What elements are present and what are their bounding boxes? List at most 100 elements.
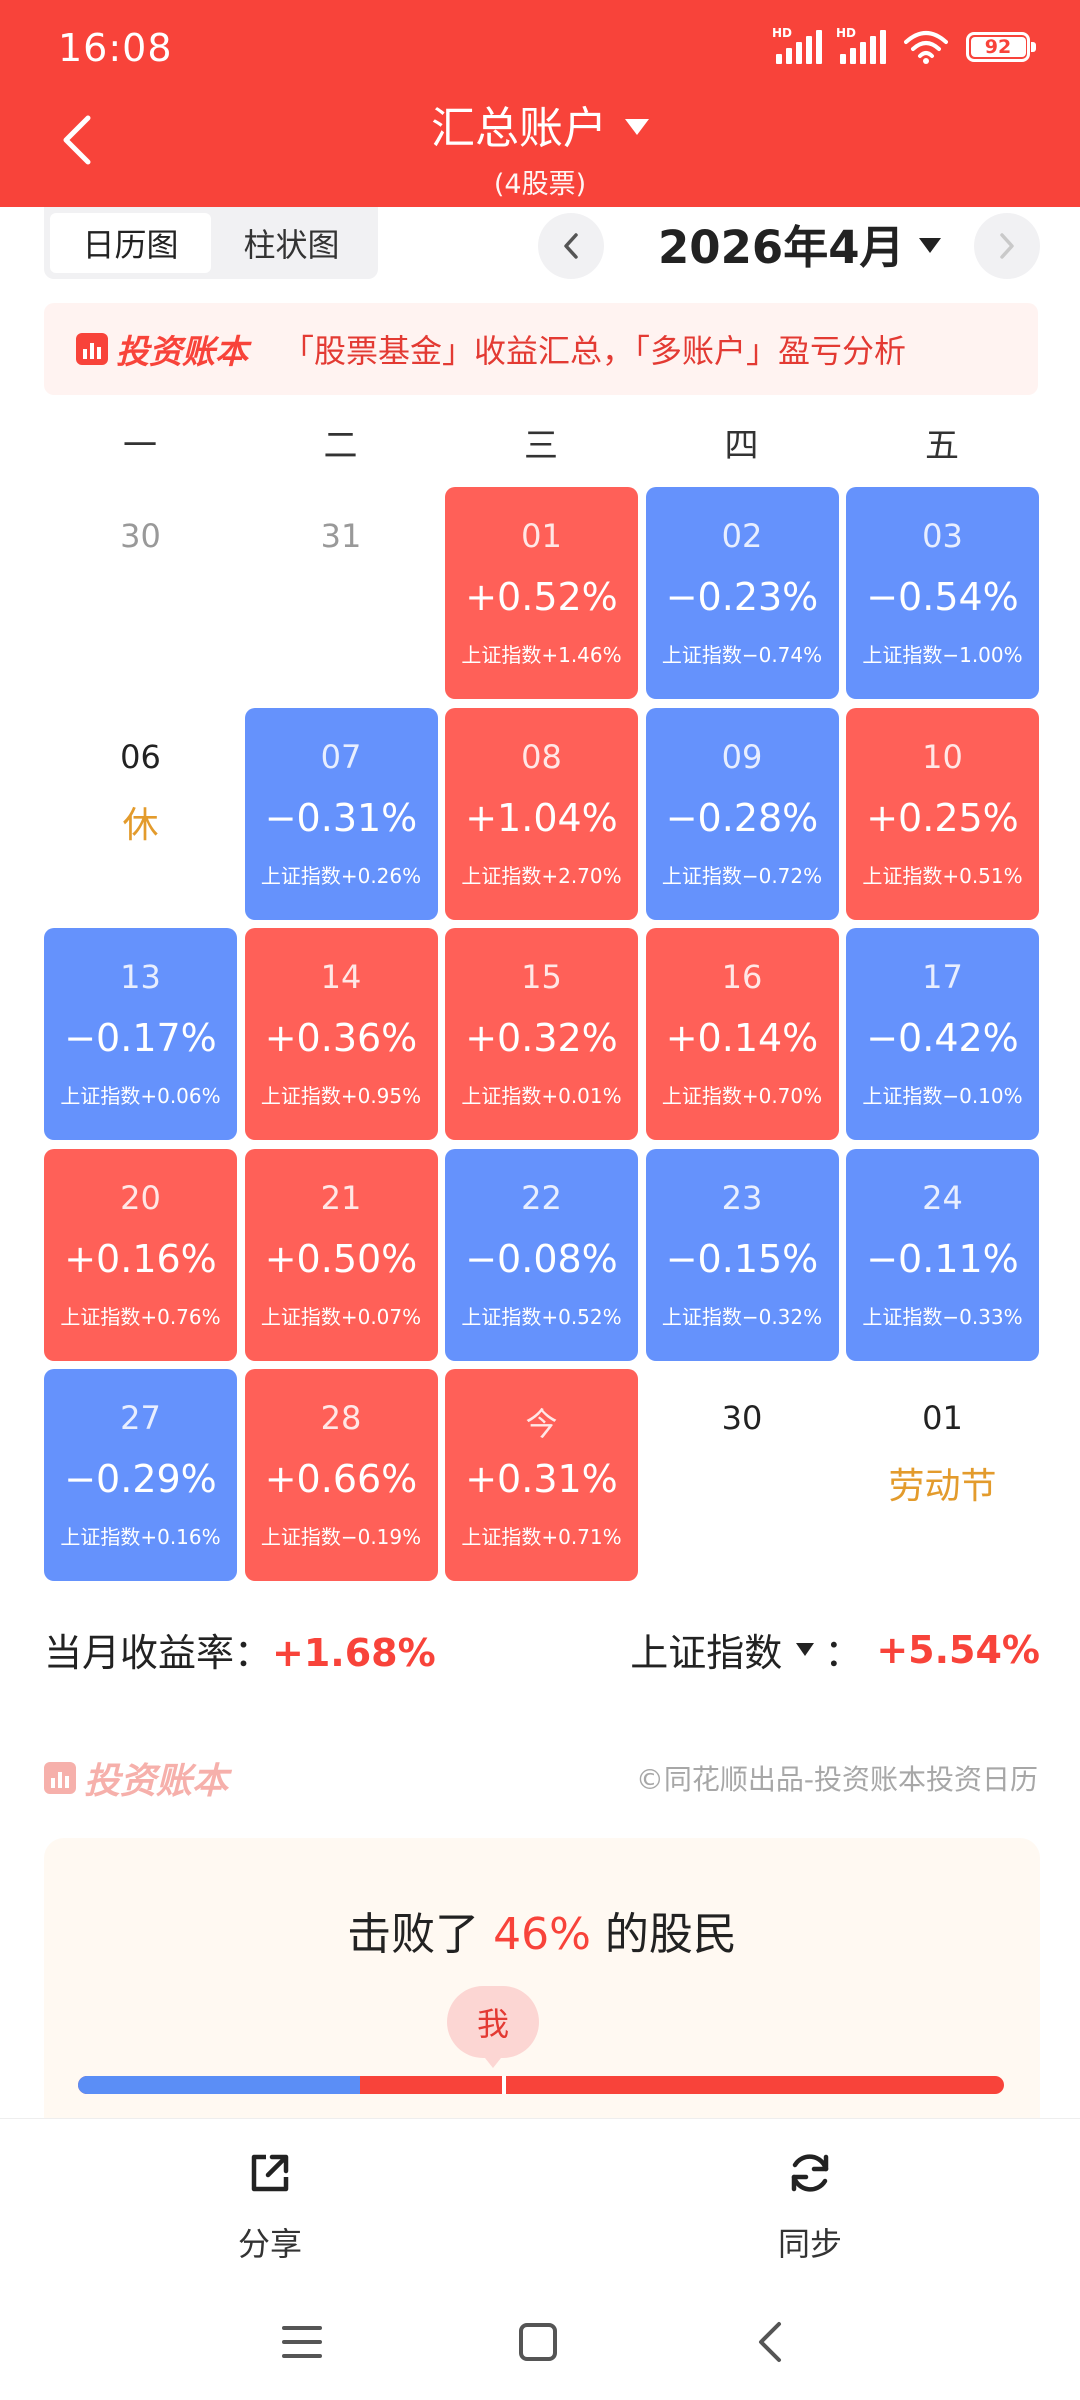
day-number: 08 xyxy=(521,737,562,776)
title-area: 汇总账户 (4股票) xyxy=(0,92,1080,201)
day-number: 10 xyxy=(922,737,963,776)
signal-icon: HD xyxy=(772,26,822,64)
sync-icon xyxy=(791,2154,829,2192)
tab-bar-chart[interactable]: 柱状图 xyxy=(243,226,340,264)
holiday-label: 劳动节 xyxy=(888,1466,997,1507)
day-number: 07 xyxy=(320,737,362,776)
calendar-day-cell[interactable]: 23 −0.15% 上证指数−0.32% xyxy=(645,1148,839,1361)
calendar-day-cell[interactable]: 08 +1.04% 上证指数+2.70% xyxy=(445,707,638,920)
calendar-day-cell: 31 xyxy=(245,487,438,699)
ledger-logo-icon xyxy=(76,333,108,365)
day-return: +0.25% xyxy=(866,795,1019,840)
promo-banner[interactable]: 投资账本 「股票基金」收益汇总，「多账户」盈亏分析 xyxy=(44,303,1038,395)
calendar-day-cell: 30 xyxy=(646,1369,839,1581)
day-index-change: 上证指数+0.71% xyxy=(461,1525,622,1549)
day-number: 24 xyxy=(922,1178,963,1217)
prev-month-button[interactable] xyxy=(538,213,604,279)
sync-button[interactable]: 同步 xyxy=(730,2149,890,2265)
back-triangle-icon xyxy=(759,2322,781,2362)
calendar-day-cell[interactable]: 15 +0.32% 上证指数+0.01% xyxy=(445,928,638,1140)
day-return: −0.54% xyxy=(866,575,1019,619)
calendar-day-cell[interactable]: 22 −0.08% 上证指数+0.52% xyxy=(445,1148,638,1361)
day-number: 01 xyxy=(521,517,562,555)
share-button[interactable]: 分享 xyxy=(190,2149,350,2265)
day-return: +0.50% xyxy=(264,1236,418,1281)
calendar-day-cell[interactable]: 28 +0.66% 上证指数−0.19% xyxy=(244,1369,438,1581)
day-number: 30 xyxy=(721,1399,763,1437)
home-nav-button[interactable] xyxy=(508,2312,568,2372)
month-label: 2026年4月 xyxy=(658,221,905,274)
day-return: −0.11% xyxy=(866,1236,1019,1281)
index-separator: ： xyxy=(824,1631,863,1675)
index-return-value: +5.54% xyxy=(876,1627,1040,1672)
me-marker-bubble: 我 xyxy=(447,1986,539,2068)
index-return[interactable]: 上证指数 ： +5.54% xyxy=(630,1622,1040,1677)
beat-text: 击败了 46% 的股民 xyxy=(44,1898,1040,1962)
weekday-label: 五 xyxy=(925,426,959,466)
day-return: −0.28% xyxy=(665,795,819,840)
share-label: 分享 xyxy=(237,2225,302,2263)
weekday-label: 二 xyxy=(323,426,358,466)
calendar-day-cell[interactable]: 21 +0.50% 上证指数+0.07% xyxy=(244,1148,438,1361)
day-return: +0.66% xyxy=(264,1457,418,1501)
system-nav-bar xyxy=(0,2280,1080,2400)
calendar-day-cell: 06 休 xyxy=(44,708,237,920)
day-number: 21 xyxy=(320,1178,362,1217)
beat-progress-bar xyxy=(78,2076,1004,2094)
day-index-change: 上证指数−1.00% xyxy=(862,643,1023,667)
calendar-day-cell[interactable]: 今 +0.31% 上证指数+0.71% xyxy=(445,1369,638,1581)
sync-label: 同步 xyxy=(777,2225,842,2263)
menu-nav-button[interactable] xyxy=(272,2312,332,2372)
day-number: 27 xyxy=(120,1399,161,1437)
back-button[interactable] xyxy=(52,110,102,170)
footer-brand-text: 投资账本 xyxy=(84,1761,229,1802)
calendar-day-cell[interactable]: 02 −0.23% 上证指数−0.74% xyxy=(645,487,839,699)
calendar-day-cell[interactable]: 03 −0.54% 上证指数−1.00% xyxy=(846,487,1039,699)
calendar-day-cell[interactable]: 24 −0.11% 上证指数−0.33% xyxy=(846,1148,1039,1361)
calendar-day-cell[interactable]: 09 −0.28% 上证指数−0.72% xyxy=(645,707,839,920)
beat-suffix: 的股民 xyxy=(590,1909,737,1960)
footer-brand: 投资账本 xyxy=(44,1752,228,1804)
day-return: −0.17% xyxy=(64,1016,217,1060)
calendar-day-cell[interactable]: 13 −0.17% 上证指数+0.06% xyxy=(44,928,237,1140)
next-month-button[interactable] xyxy=(974,213,1040,279)
day-index-change: 上证指数−0.32% xyxy=(661,1304,823,1329)
beat-percent: 46% xyxy=(493,1909,591,1960)
calendar-day-cell: 01 劳动节 xyxy=(846,1369,1039,1581)
calendar-day-cell[interactable]: 01 +0.52% 上证指数+1.46% xyxy=(445,487,638,699)
day-number: 14 xyxy=(320,958,362,996)
calendar-day-cell[interactable]: 17 −0.42% 上证指数−0.10% xyxy=(846,928,1039,1140)
day-number: 28 xyxy=(320,1399,362,1437)
day-number: 31 xyxy=(320,517,362,555)
calendar-day-cell[interactable]: 14 +0.36% 上证指数+0.95% xyxy=(244,928,438,1140)
calendar-day-cell[interactable]: 20 +0.16% 上证指数+0.76% xyxy=(44,1148,237,1361)
beat-progress-lower xyxy=(78,2076,360,2094)
day-return: +1.04% xyxy=(465,795,618,840)
calendar-day-cell[interactable]: 07 −0.31% 上证指数+0.26% xyxy=(244,707,438,920)
day-return: −0.08% xyxy=(465,1236,618,1281)
back-nav-button[interactable] xyxy=(740,2312,800,2372)
calendar-day-cell[interactable]: 27 −0.29% 上证指数+0.16% xyxy=(44,1369,237,1581)
day-number: 20 xyxy=(120,1178,161,1217)
month-return-label: 当月收益率： xyxy=(44,1631,273,1675)
calendar-grid: 30 31 01 +0.52% 上证指数+1.46% 02 −0.23% 上证指数−0.74%… xyxy=(44,487,1040,1581)
month-selector[interactable]: 2026年4月 xyxy=(658,211,941,276)
day-return: +0.14% xyxy=(665,1016,819,1060)
day-number: 17 xyxy=(922,958,963,996)
holiday-label: 休 xyxy=(122,804,159,846)
status-bar: 16:08 HD HD 92 xyxy=(0,0,1080,100)
day-index-change: 上证指数+0.95% xyxy=(260,1084,422,1108)
day-number: 30 xyxy=(120,517,161,555)
day-index-change: 上证指数+0.26% xyxy=(260,863,422,888)
banner-brand-text: 投资账本 xyxy=(116,332,248,371)
tab-calendar[interactable]: 日历图 xyxy=(50,213,211,273)
calendar-day-cell[interactable]: 16 +0.14% 上证指数+0.70% xyxy=(645,928,839,1140)
calendar-day-cell[interactable]: 10 +0.25% 上证指数+0.51% xyxy=(846,707,1039,920)
index-selector-label: 上证指数 xyxy=(630,1631,783,1675)
share-icon xyxy=(251,2154,289,2192)
day-number: 06 xyxy=(120,737,161,776)
weekday-label: 三 xyxy=(524,426,558,466)
account-selector[interactable]: 汇总账户 xyxy=(431,92,649,156)
chevron-left-icon xyxy=(63,115,91,165)
day-index-change: 上证指数+0.76% xyxy=(60,1304,221,1329)
